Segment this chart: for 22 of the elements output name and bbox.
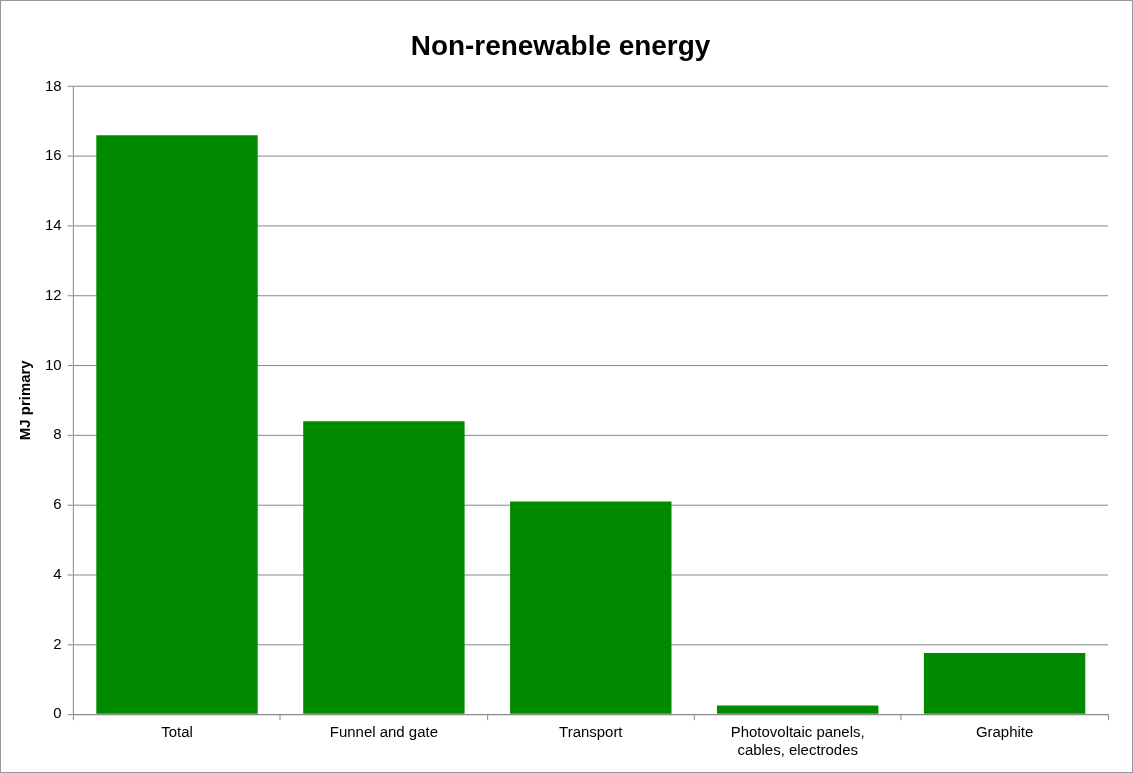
y-tick-label: 2 bbox=[53, 634, 62, 652]
y-tick-label: 8 bbox=[53, 425, 62, 443]
y-tick-label: 10 bbox=[44, 355, 62, 373]
chart-title: Non-renewable energy bbox=[410, 30, 711, 62]
x-tick-label: Graphite bbox=[975, 723, 1034, 741]
bar bbox=[923, 653, 1086, 714]
y-axis-title: MJ primary bbox=[16, 359, 34, 441]
y-tick-label: 0 bbox=[53, 704, 62, 722]
y-tick-label: 4 bbox=[53, 564, 62, 582]
y-tick-label: 16 bbox=[44, 146, 62, 164]
y-tick-label: 18 bbox=[44, 76, 62, 94]
y-tick-label: 14 bbox=[44, 216, 62, 234]
x-tick-label: Photovoltaic panels, cables, electrodes bbox=[730, 723, 865, 759]
x-tick-label: Funnel and gate bbox=[329, 723, 438, 741]
y-tick-label: 12 bbox=[44, 285, 62, 303]
bar bbox=[510, 501, 672, 714]
bar bbox=[303, 421, 465, 714]
bar bbox=[96, 135, 258, 714]
x-tick-label: Transport bbox=[559, 723, 624, 741]
x-tick-label: Total bbox=[161, 723, 193, 741]
bar bbox=[717, 705, 879, 714]
y-tick-label: 6 bbox=[53, 495, 62, 513]
